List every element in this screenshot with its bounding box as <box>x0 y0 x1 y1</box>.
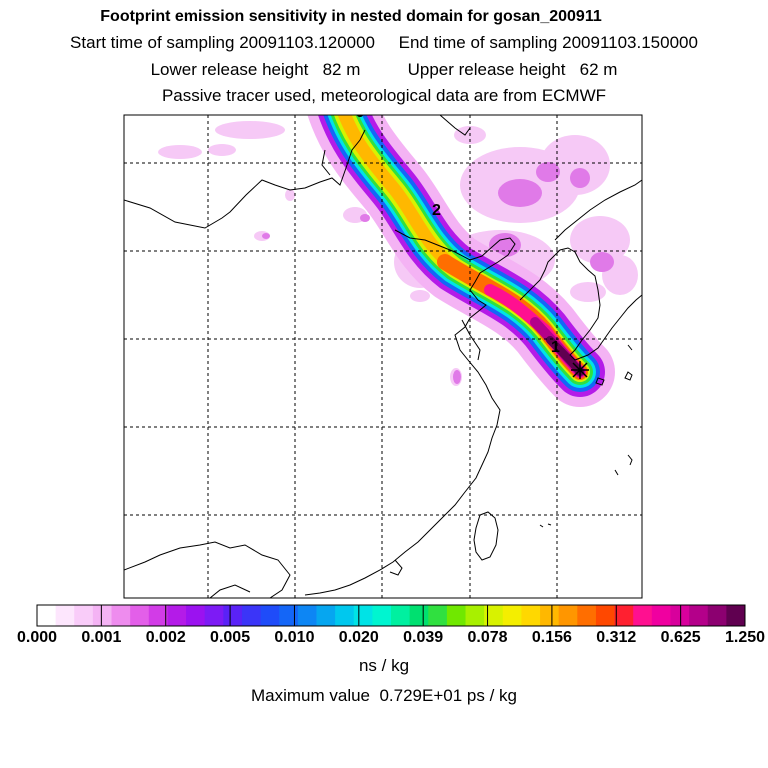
colorbar-swatch <box>186 605 206 626</box>
colorbar-swatch <box>74 605 94 626</box>
tracer-info: Passive tracer used, meteorological data… <box>161 86 607 105</box>
colorbar-swatch <box>595 605 616 626</box>
colorbar-swatch <box>335 605 355 626</box>
colorbar-swatch <box>651 605 671 626</box>
upper-height-value: 62 m <box>579 60 618 79</box>
colorbar-swatch <box>521 605 541 626</box>
max-value-number: 0.729E+01 <box>379 686 463 705</box>
release-height-line: Lower release height 82 m Upper release … <box>0 60 768 80</box>
colorbar <box>37 605 746 626</box>
colorbar-swatch <box>316 605 336 626</box>
receptor-marker <box>571 361 589 379</box>
colorbar-tick-label: 0.000 <box>16 629 58 646</box>
maximum-value-line: Maximum value 0.729E+01 ps / kg <box>0 686 768 706</box>
sampling-time-line: Start time of sampling 20091103.120000 E… <box>0 33 768 53</box>
colorbar-swatch <box>167 605 187 626</box>
colorbar-swatch <box>614 605 634 626</box>
footprint-field <box>124 115 642 598</box>
colorbar-swatch <box>577 605 597 626</box>
colorbar-swatch <box>502 605 522 626</box>
colorbar-swatch <box>111 605 131 626</box>
colorbar-tick-label: 0.020 <box>338 629 379 646</box>
colorbar-tick-label: 0.156 <box>531 629 572 646</box>
end-time-label: End time of sampling <box>398 33 558 52</box>
colorbar-major-ticks <box>36 605 746 626</box>
colorbar-swatch <box>428 605 448 626</box>
colorbar-swatch <box>130 605 150 626</box>
colorbar-swatch <box>689 605 709 626</box>
colorbar-swatch <box>37 605 57 626</box>
colorbar-tick-label: 0.078 <box>467 629 508 646</box>
colorbar-swatch <box>372 605 392 626</box>
colorbar-swatch <box>55 605 75 626</box>
colorbar-swatch <box>223 605 243 626</box>
lower-height-label: Lower release height <box>150 60 309 79</box>
plot-title: Footprint emission sensitivity in nested… <box>100 8 602 25</box>
colorbar-unit: ns / kg <box>358 656 410 675</box>
colorbar-tick-label: 0.002 <box>145 629 186 646</box>
colorbar-tick-label: 0.010 <box>274 629 315 646</box>
colorbar-swatch <box>484 605 504 626</box>
max-value-unit: ps / kg <box>466 686 518 705</box>
colorbar-swatch <box>540 605 560 626</box>
colorbar-swatch <box>92 605 113 626</box>
colorbar-swatch <box>633 605 653 626</box>
colorbar-swatch <box>148 605 168 626</box>
plume-day-label-2: 2 <box>432 202 441 219</box>
upper-height-label: Upper release height <box>407 60 566 79</box>
colorbar-swatch <box>297 605 317 626</box>
colorbar-swatch <box>241 605 262 626</box>
map-frame <box>123 114 643 599</box>
colorbar-swatch <box>260 605 280 626</box>
plume-day-label-1: 1 <box>551 339 560 356</box>
colorbar-swatch <box>204 605 224 626</box>
end-time-value: 20091103.150000 <box>562 33 698 52</box>
start-time-value: 20091103.120000 <box>239 33 376 52</box>
lat-lon-grid <box>124 115 642 598</box>
colorbar-tick-label: 0.005 <box>210 629 251 646</box>
colorbar-swatch <box>279 605 299 626</box>
colorbar-swatch <box>446 605 467 626</box>
colorbar-swatch <box>707 605 727 626</box>
colorbar-tick-label: 0.312 <box>596 629 637 646</box>
colorbar-tick-label: 0.039 <box>403 629 444 646</box>
colorbar-tick-label: 0.625 <box>660 629 701 646</box>
colorbar-swatch <box>558 605 578 626</box>
colorbar-swatch <box>353 605 373 626</box>
max-value-label: Maximum value <box>250 686 371 705</box>
colorbar-swatch <box>409 605 429 626</box>
colorbar-tick-label: 1.250 <box>724 629 766 646</box>
colorbar-swatch <box>391 605 411 626</box>
emission-plume <box>307 115 615 407</box>
lower-height-value: 82 m <box>322 60 361 79</box>
colorbar-swatch <box>670 605 690 626</box>
coastlines <box>124 115 642 598</box>
colorbar-swatch <box>726 605 746 626</box>
colorbar-tick-label: 0.001 <box>81 629 122 646</box>
colorbar-swatch <box>465 605 485 626</box>
start-time-label: Start time of sampling <box>70 33 235 52</box>
